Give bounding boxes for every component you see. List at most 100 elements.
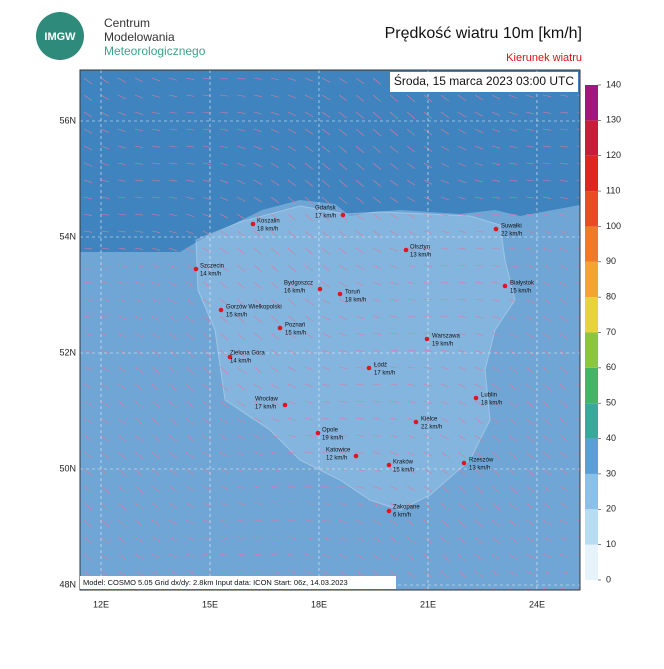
wind-arrow [440, 434, 450, 440]
wind-arrow [355, 77, 365, 84]
wind-arrow [559, 536, 569, 541]
wind-arrow [474, 366, 484, 372]
wind-arrow [491, 264, 501, 267]
wind-arrow [253, 128, 263, 133]
wind-arrow [287, 281, 297, 289]
org-line: Meteorologicznego [104, 44, 206, 58]
footer-box [80, 576, 396, 589]
wind-arrow [168, 77, 178, 81]
lat-label: 52N [59, 347, 76, 357]
wind-arrow [117, 468, 127, 477]
wind-arrow [474, 298, 484, 301]
wind-arrow [372, 383, 382, 386]
wind-arrow [219, 417, 229, 424]
wind-arrow [253, 570, 263, 573]
wind-arrow [576, 77, 580, 79]
wind-arrow [134, 162, 144, 165]
wind-arrow [304, 162, 314, 170]
wind-arrow [83, 315, 93, 318]
wind-arrow [202, 536, 212, 540]
wind-arrow [355, 570, 365, 577]
wind-arrow [338, 77, 348, 84]
wind-arrow [525, 94, 535, 98]
wind-arrow [508, 247, 518, 250]
wind-arrow [202, 383, 212, 392]
lon-label: 24E [529, 599, 545, 609]
wind-arrow [253, 519, 263, 522]
wind-arrow [525, 587, 533, 590]
wind-arrow [406, 196, 416, 202]
wind-arrow [440, 145, 450, 151]
wind-arrow [253, 349, 263, 357]
wind-arrow [151, 536, 161, 542]
wind-arrow [389, 264, 399, 269]
wind-arrow [83, 128, 93, 134]
wind-arrow [389, 468, 399, 473]
wind-arrow [270, 315, 280, 323]
wind-arrow [372, 315, 382, 319]
wind-arrow [440, 94, 450, 102]
wind-arrow [236, 553, 246, 556]
wind-arrow [457, 536, 467, 545]
wind-arrow [100, 162, 110, 166]
wind-arrow [236, 111, 246, 114]
city-speed: 17 km/h [255, 405, 276, 411]
city-name: Suwałki [501, 224, 522, 230]
wind-arrow [338, 366, 348, 370]
wind-arrow [372, 434, 382, 437]
wind-arrow [270, 536, 280, 539]
wind-arrow [100, 332, 110, 337]
wind-arrow [253, 485, 263, 488]
wind-arrow [559, 298, 569, 305]
wind-arrow [253, 332, 263, 340]
wind-arrow [559, 366, 569, 375]
wind-arrow [457, 349, 467, 353]
wind-arrow [457, 230, 467, 233]
wind-arrow [151, 570, 161, 575]
wind-arrow [219, 570, 229, 573]
wind-arrow [270, 111, 280, 116]
wind-arrow [338, 400, 348, 403]
wind-arrow [253, 383, 263, 390]
wind-arrow [508, 281, 518, 285]
wind-arrow [576, 383, 580, 387]
wind-arrow [117, 213, 127, 216]
wind-arrow [491, 400, 501, 408]
colorbar-label: 30 [606, 468, 616, 478]
wind-arrow [406, 519, 416, 527]
wind-arrow [134, 332, 144, 338]
wind-arrow [168, 247, 178, 252]
wind-arrow [168, 553, 178, 558]
wind-arrow [474, 417, 484, 424]
city-dot [277, 325, 283, 331]
wind-arrow [151, 281, 161, 286]
wind-arrow [542, 111, 552, 114]
wind-arrow [185, 485, 195, 491]
wind-arrow [270, 94, 280, 98]
wind-arrow [440, 485, 450, 493]
wind-arrow [185, 111, 195, 114]
city-name: Bydgoszcz [284, 281, 313, 287]
wind-arrow [406, 383, 416, 386]
lat-label: 50N [59, 463, 76, 473]
wind-arrow [270, 553, 280, 556]
wind-arrow [270, 162, 280, 169]
wind-arrow [236, 128, 246, 132]
wind-arrow [474, 519, 484, 528]
wind-arrow [542, 383, 552, 392]
logo-circle [36, 12, 84, 60]
wind-arrow [321, 536, 331, 540]
city-name: Gdańsk [315, 206, 337, 212]
wind-arrow [321, 519, 331, 523]
lon-label: 12E [93, 599, 109, 609]
wind-arrow [508, 519, 518, 527]
city-speed: 22 km/h [501, 232, 522, 238]
wind-arrow [236, 570, 246, 573]
wind-arrow [406, 145, 416, 153]
wind-arrow [117, 162, 127, 166]
city-speed: 22 km/h [421, 425, 442, 431]
wind-arrow [100, 417, 110, 424]
wind-arrow [270, 366, 280, 373]
wind-arrow [559, 230, 569, 235]
wind-arrow [100, 570, 110, 577]
